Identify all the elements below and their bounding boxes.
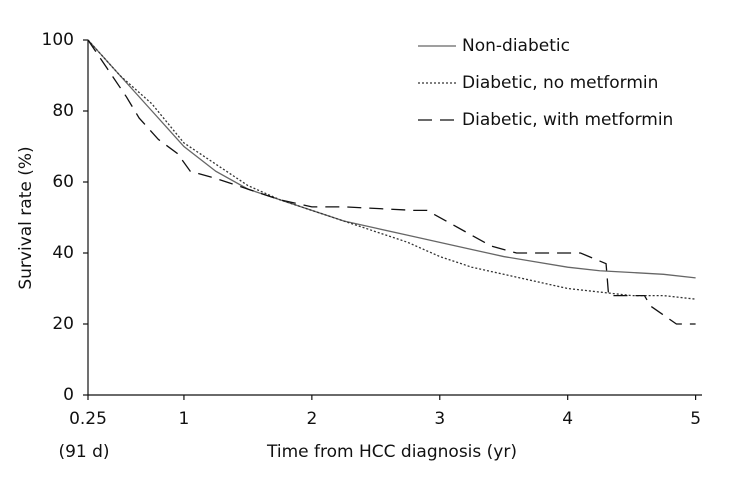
x-tick-label: 2 (306, 409, 317, 429)
legend-label: Non-diabetic (462, 36, 570, 56)
x-tick-label: 4 (562, 409, 573, 429)
survival-curve (87, 39, 696, 279)
y-tick-label: 40 (52, 243, 74, 263)
x-tick-label: 5 (690, 409, 701, 429)
x-tick-label: 1 (179, 409, 190, 429)
x-axis-label: Time from HCC diagnosis (yr) (266, 442, 517, 462)
x-tick-label: 0.25 (69, 409, 107, 429)
y-tick-label: 100 (42, 30, 74, 50)
survival-curve (87, 39, 696, 325)
y-tick-label: 80 (52, 101, 74, 121)
y-axis-label: Survival rate (%) (16, 146, 36, 289)
legend-label: Diabetic, no metformin (462, 73, 658, 93)
y-tick-label: 20 (52, 314, 74, 334)
survival-curve (87, 39, 696, 300)
y-tick-label: 0 (63, 385, 74, 405)
x-tick-note: (91 d) (58, 442, 109, 462)
legend-label: Diabetic, with metformin (462, 110, 673, 130)
x-tick-label: 3 (434, 409, 445, 429)
y-tick-label: 60 (52, 172, 74, 192)
